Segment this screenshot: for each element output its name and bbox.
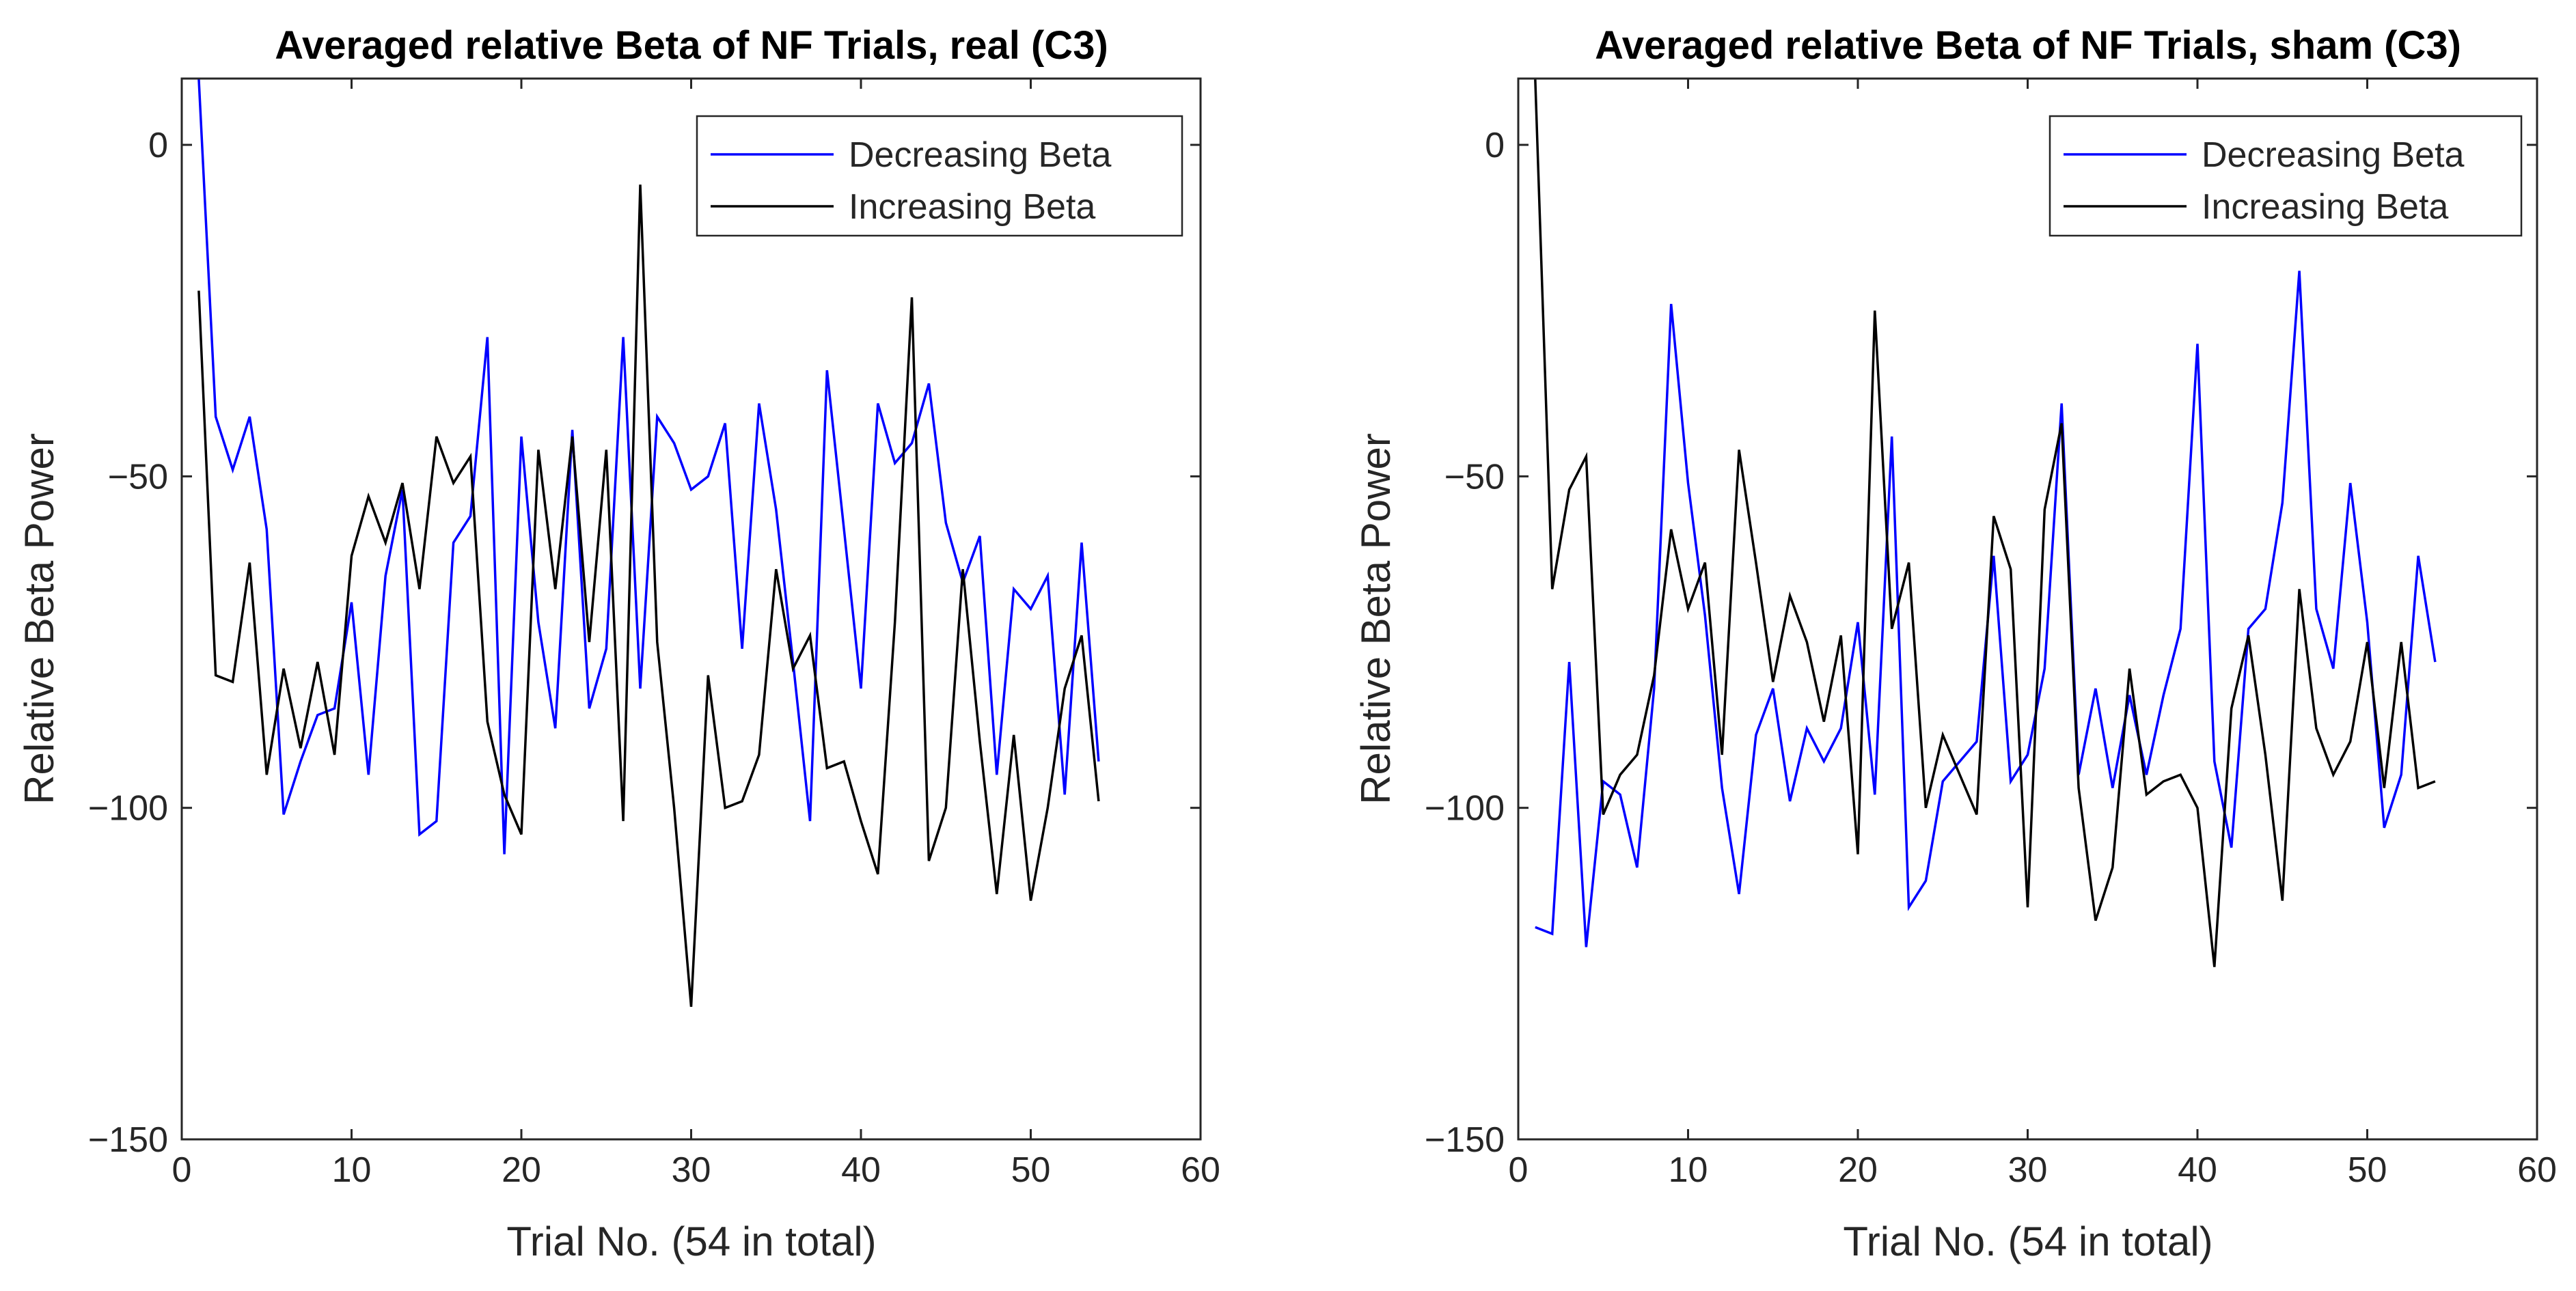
chart-sham: Averaged relative Beta of NF Trials, sha… <box>1353 23 2557 1264</box>
y-axis-label: Relative Beta Power <box>16 433 62 805</box>
series-lines <box>197 79 1100 1008</box>
y-tick-label: −100 <box>88 789 168 829</box>
x-tick-label: 30 <box>2008 1150 2048 1190</box>
x-tick-label: 50 <box>2348 1150 2387 1190</box>
x-tick-label: 20 <box>502 1150 541 1190</box>
x-tick-label: 0 <box>1509 1150 1529 1190</box>
x-tick-label: 40 <box>2178 1150 2217 1190</box>
y-tick-label: −50 <box>108 457 168 497</box>
legend-box <box>696 115 1183 237</box>
y-tick-label: −150 <box>1425 1120 1505 1160</box>
legend-label-decreasing: Decreasing Beta <box>2202 135 2465 175</box>
chart-title: Averaged relative Beta of NF Trials, rea… <box>275 23 1108 68</box>
legend-label-increasing: Increasing Beta <box>2202 187 2448 227</box>
y-tick-label: 0 <box>1485 126 1505 165</box>
y-axis-label: Relative Beta Power <box>1353 433 1399 805</box>
x-tick-label: 0 <box>172 1150 192 1190</box>
y-tick-label: −50 <box>1444 457 1505 497</box>
series-lines <box>1534 79 2437 967</box>
series-line-increasing-beta <box>197 184 1100 1008</box>
x-tick-label: 20 <box>1838 1150 1878 1190</box>
legend-label-increasing: Increasing Beta <box>849 187 1095 227</box>
chart-real: Averaged relative Beta of NF Trials, rea… <box>16 23 1220 1264</box>
series-line-increasing-beta <box>1534 79 2436 967</box>
x-tick-label: 10 <box>332 1150 372 1190</box>
legend: Decreasing Beta Increasing Beta <box>2049 115 2523 237</box>
y-tick-label: −150 <box>88 1120 168 1160</box>
x-tick-label: 60 <box>2517 1150 2557 1190</box>
x-tick-label: 10 <box>1669 1150 1708 1190</box>
legend: Decreasing Beta Increasing Beta <box>696 115 1183 237</box>
x-tick-label: 60 <box>1181 1150 1220 1190</box>
x-tick-label: 40 <box>841 1150 881 1190</box>
plot-frame <box>180 77 1202 1141</box>
chart-title: Averaged relative Beta of NF Trials, sha… <box>1595 23 2461 68</box>
y-tick-label: 0 <box>148 126 168 165</box>
series-line-decreasing-beta <box>197 79 1100 855</box>
legend-box <box>2049 115 2523 237</box>
x-axis-label: Trial No. (54 in total) <box>506 1219 876 1264</box>
tick-labels: 0 10 20 30 40 50 60 −150 −100 −50 0 <box>88 79 1220 1190</box>
x-tick-label: 30 <box>672 1150 711 1190</box>
legend-label-decreasing: Decreasing Beta <box>849 135 1112 175</box>
x-tick-label: 50 <box>1011 1150 1051 1190</box>
y-tick-label: −100 <box>1425 789 1505 829</box>
plot-frame <box>1517 77 2538 1141</box>
x-axis-label: Trial No. (54 in total) <box>1843 1219 2212 1264</box>
